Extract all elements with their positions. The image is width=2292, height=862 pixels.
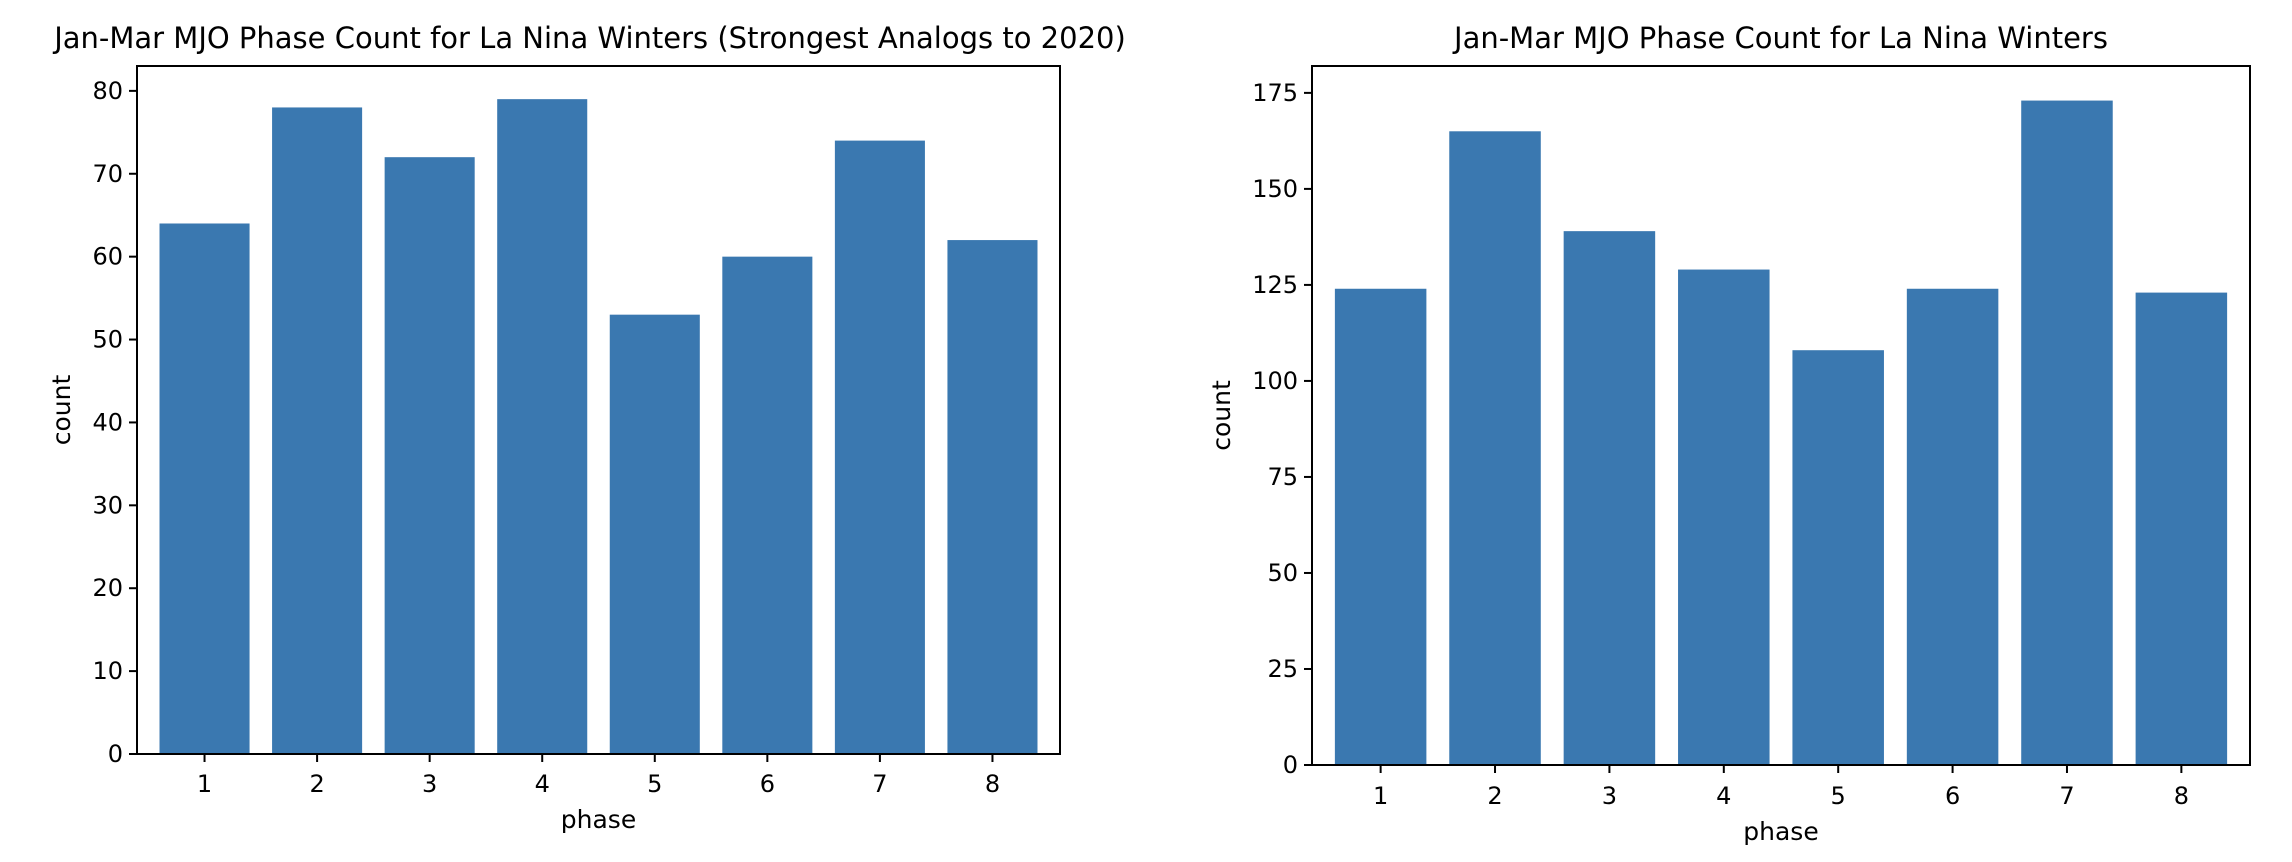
bar-phase-4 — [1678, 269, 1770, 765]
x-tick-label: 8 — [985, 770, 1000, 798]
x-tick-label: 3 — [422, 770, 437, 798]
x-tick-label: 4 — [535, 770, 550, 798]
y-tick-label: 70 — [92, 160, 123, 188]
y-tick-label: 50 — [92, 326, 123, 354]
y-tick-label: 75 — [1267, 463, 1298, 491]
bar-phase-5 — [609, 314, 700, 754]
y-tick-label: 0 — [1283, 751, 1298, 779]
axes-frame — [1311, 65, 2251, 766]
bar-phase-8 — [947, 240, 1038, 755]
y-tick-label: 150 — [1252, 175, 1298, 203]
x-tick-label: 7 — [872, 770, 887, 798]
x-axis-label: phase — [1743, 817, 1818, 846]
bar-phase-1 — [159, 223, 250, 755]
bar-phase-3 — [384, 157, 475, 754]
x-tick-label: 7 — [2059, 782, 2074, 810]
x-tick-label: 8 — [2174, 782, 2189, 810]
x-tick-label: 6 — [1945, 782, 1960, 810]
y-tick-label: 10 — [92, 657, 123, 685]
x-tick-label: 6 — [760, 770, 775, 798]
bar-phase-8 — [2135, 292, 2228, 765]
x-tick-label: 3 — [1602, 782, 1617, 810]
y-tick-label: 0 — [108, 740, 123, 768]
bar-phase-7 — [834, 140, 925, 754]
y-tick-label: 100 — [1252, 367, 1298, 395]
bar-phase-2 — [1449, 131, 1541, 766]
bar-phase-1 — [1334, 288, 1427, 765]
y-tick-label: 50 — [1267, 559, 1298, 587]
x-tick-label: 4 — [1716, 782, 1731, 810]
bar-phase-4 — [497, 99, 588, 755]
y-axis-label: count — [47, 375, 76, 446]
y-axis-label: count — [1207, 380, 1236, 451]
x-axis-label: phase — [561, 805, 636, 834]
x-tick-label: 2 — [1487, 782, 1502, 810]
y-tick-label: 25 — [1267, 655, 1298, 683]
y-tick-label: 125 — [1252, 271, 1298, 299]
axes-frame — [136, 65, 1061, 755]
bar-phase-5 — [1792, 350, 1884, 765]
y-tick-label: 80 — [92, 77, 123, 105]
bar-phase-7 — [2021, 100, 2113, 766]
x-tick-label: 2 — [309, 770, 324, 798]
y-tick-label: 175 — [1252, 79, 1298, 107]
chart-title: Jan-Mar MJO Phase Count for La Nina Wint… — [1452, 21, 2108, 55]
x-tick-label: 1 — [197, 770, 212, 798]
bar-phase-6 — [1906, 288, 1999, 765]
y-tick-label: 20 — [92, 574, 123, 602]
bar-phase-2 — [272, 107, 363, 754]
x-tick-label: 1 — [1373, 782, 1388, 810]
y-tick-label: 30 — [92, 491, 123, 519]
x-tick-label: 5 — [1831, 782, 1846, 810]
chart-all-la-nina-winters: 1 2 3 4 5 6 7 8 0 25 50 75 100 125 150 175 Jan-Mar MJO P… — [1207, 21, 2251, 846]
chart-title: Jan-Mar MJO Phase Count for La Nina Wint… — [52, 21, 1126, 55]
y-tick-label: 60 — [92, 243, 123, 271]
y-tick-label: 40 — [92, 408, 123, 436]
x-tick-label: 5 — [647, 770, 662, 798]
bar-phase-6 — [722, 256, 813, 754]
bar-phase-3 — [1563, 231, 1656, 766]
